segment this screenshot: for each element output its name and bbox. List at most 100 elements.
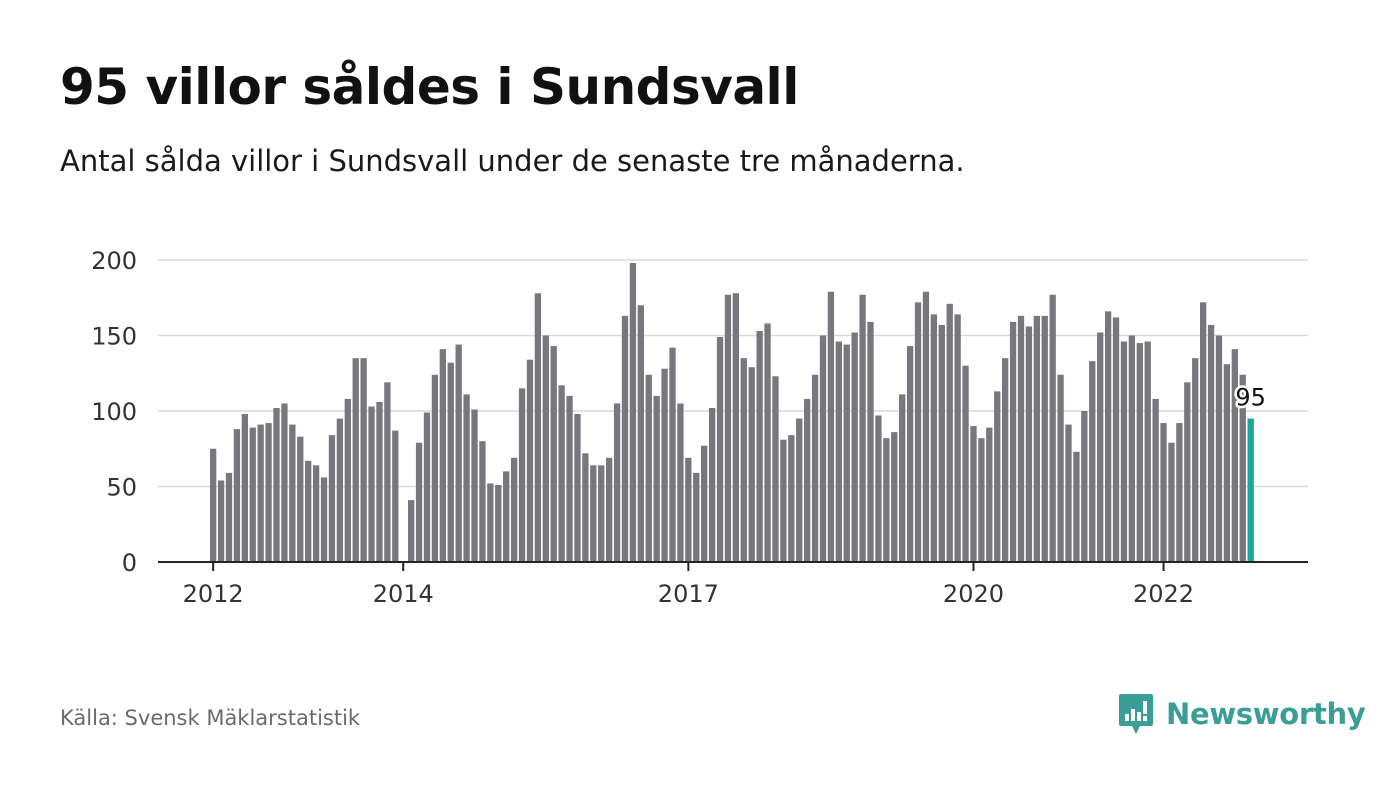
- bar: [217, 480, 225, 562]
- bar: [1128, 335, 1136, 562]
- bar: [566, 395, 573, 562]
- bar: [851, 332, 858, 562]
- bar: [447, 362, 454, 562]
- bar: [716, 337, 724, 562]
- bar: [590, 465, 597, 562]
- bar: [297, 436, 304, 562]
- bar: [962, 365, 969, 562]
- bar: [788, 435, 795, 562]
- bar: [281, 403, 288, 562]
- bar: [598, 465, 605, 562]
- bar: [336, 418, 344, 562]
- bar: [344, 398, 351, 562]
- bar: [1081, 411, 1088, 562]
- bar: [740, 358, 747, 562]
- bar: [233, 429, 241, 562]
- bar: [360, 358, 367, 562]
- bar: [1223, 364, 1231, 562]
- bar: [946, 303, 953, 562]
- highlight-value-label: 95: [1235, 384, 1266, 412]
- bar: [748, 367, 755, 562]
- bar: [764, 323, 771, 562]
- bar: [677, 403, 684, 562]
- bar: [986, 427, 993, 562]
- bar: [1144, 341, 1151, 562]
- x-tick-label: 2012: [183, 580, 244, 608]
- bar: [827, 291, 835, 562]
- bar: [629, 263, 637, 562]
- bar: [510, 457, 518, 562]
- bar: [1184, 382, 1191, 562]
- bar: [843, 344, 850, 562]
- bar: [914, 302, 922, 562]
- bar: [1231, 349, 1238, 562]
- bar: [637, 305, 644, 562]
- bar: [772, 376, 779, 562]
- bar: [328, 435, 336, 562]
- bar: [1073, 451, 1080, 562]
- bar: [463, 394, 470, 562]
- bar: [1200, 302, 1207, 562]
- y-tick-label: 200: [91, 247, 137, 275]
- bar: [875, 415, 882, 562]
- bar: [867, 321, 874, 562]
- bar: [891, 432, 898, 562]
- bar: [906, 346, 914, 562]
- bar: [1120, 341, 1128, 562]
- bar: [645, 374, 652, 562]
- newsworthy-logo-icon: [1119, 694, 1153, 734]
- bar: [352, 358, 359, 562]
- bar: [225, 472, 233, 562]
- bar: [305, 460, 312, 562]
- bar: [756, 330, 763, 562]
- bar: [1152, 398, 1159, 562]
- bar: [780, 439, 787, 562]
- y-tick-label: 100: [91, 398, 137, 426]
- bar: [1136, 343, 1143, 562]
- bar: [922, 291, 930, 562]
- bar: [257, 424, 264, 562]
- bar: [1239, 374, 1246, 562]
- bar: [1025, 326, 1033, 562]
- bar: [701, 445, 708, 562]
- bar: [376, 401, 383, 562]
- bar: [1168, 442, 1175, 562]
- bar: [606, 457, 613, 562]
- bar: [1041, 315, 1048, 562]
- bar: [613, 403, 621, 562]
- bar: [558, 385, 565, 562]
- bar: [835, 341, 842, 562]
- bar: [1049, 294, 1056, 562]
- bar: [289, 424, 296, 562]
- bar: [1057, 374, 1064, 562]
- bar: [1215, 335, 1223, 562]
- chart-title: 95 villor såldes i Sundsvall: [60, 58, 799, 116]
- bar: [994, 391, 1001, 562]
- bar: [574, 414, 581, 562]
- bar: [320, 477, 328, 562]
- bar: [661, 368, 668, 562]
- bar: [368, 406, 375, 562]
- bar: [693, 472, 700, 562]
- bar: [1112, 317, 1120, 562]
- bar: [724, 294, 732, 562]
- bar: [439, 349, 446, 562]
- bar: [1160, 423, 1167, 562]
- bar: [542, 335, 549, 562]
- bar: [1002, 358, 1009, 562]
- bar: [455, 344, 462, 562]
- bar: [1017, 315, 1025, 562]
- bar: [653, 395, 660, 562]
- chart-subtitle: Antal sålda villor i Sundsvall under de …: [60, 144, 965, 178]
- bar: [408, 500, 415, 562]
- bar: [431, 374, 439, 562]
- bar: [970, 426, 977, 562]
- newsworthy-logo[interactable]: Newsworthy: [1118, 690, 1366, 738]
- bar: [1089, 361, 1096, 562]
- bar: [1097, 332, 1104, 562]
- bar: [210, 448, 217, 562]
- x-tick-label: 2020: [943, 580, 1004, 608]
- bar: [732, 293, 740, 562]
- bar: [392, 430, 399, 562]
